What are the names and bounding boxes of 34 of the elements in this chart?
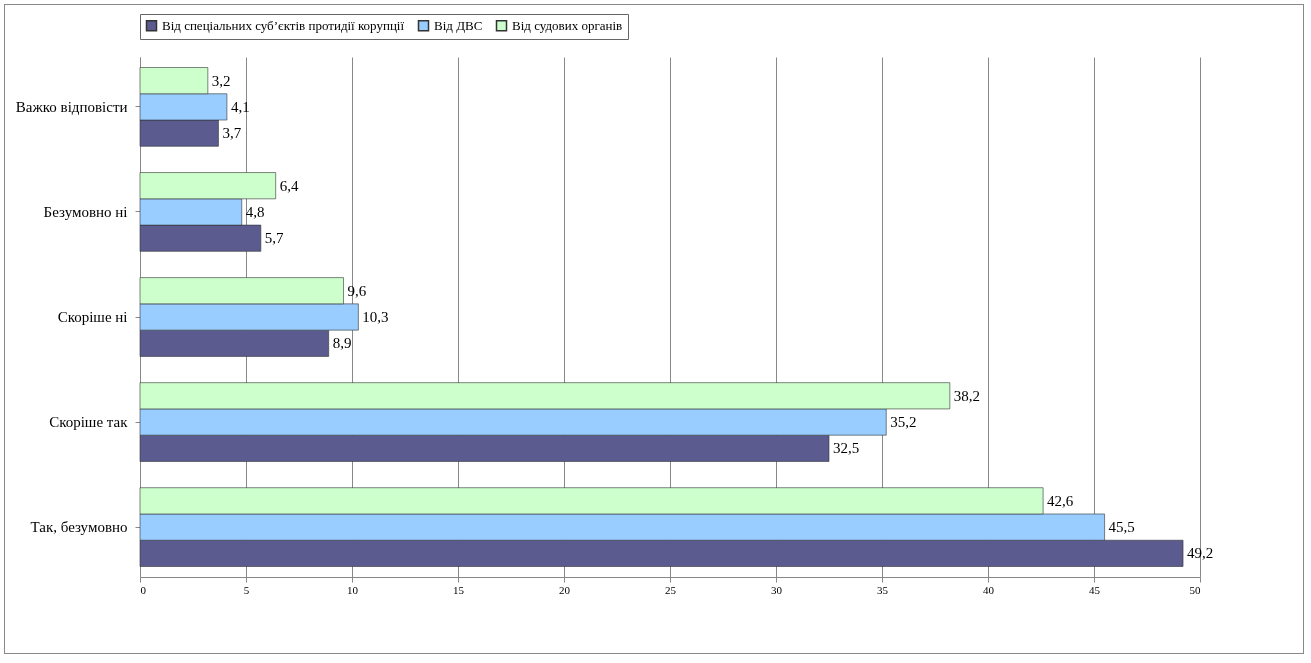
y-tick-label: Скоріше ні bbox=[57, 309, 128, 325]
x-tick-label: 35 bbox=[877, 583, 889, 596]
data-label: 3,2 bbox=[211, 72, 231, 89]
x-tick-label: 50 bbox=[1189, 583, 1201, 596]
data-label: 3,7 bbox=[222, 125, 242, 142]
x-tick-label: 25 bbox=[665, 583, 677, 596]
x-tick-label: 45 bbox=[1089, 583, 1101, 596]
y-tick-label: Безумовно ні bbox=[43, 203, 128, 220]
data-label: 8,9 bbox=[332, 335, 352, 352]
data-label: 38,2 bbox=[953, 387, 981, 404]
x-tick-label: 10 bbox=[347, 583, 359, 596]
data-label: 5,7 bbox=[264, 230, 285, 247]
data-label: 42,6 bbox=[1047, 492, 1074, 509]
data-label: 6,4 bbox=[279, 177, 299, 194]
x-tick-label: 0 bbox=[140, 583, 147, 596]
x-tick-label: 40 bbox=[983, 583, 995, 596]
legend-label: Від спеціальних суб’єктів протидії корупції bbox=[162, 17, 405, 33]
x-tick-label: 30 bbox=[771, 583, 783, 596]
y-tick-label: Так, безумовно bbox=[30, 519, 128, 536]
legend-label: Від ДВС bbox=[434, 17, 483, 33]
data-label: 32,5 bbox=[833, 440, 860, 457]
x-tick-label: 15 bbox=[453, 583, 465, 596]
data-label: 49,2 bbox=[1187, 545, 1214, 562]
y-tick-label: Важко відповісти bbox=[15, 98, 128, 115]
legend-label: Від судових органів bbox=[512, 17, 623, 33]
data-label: 35,2 bbox=[890, 414, 917, 431]
data-label: 10,3 bbox=[362, 309, 389, 325]
y-tick-label: Скоріше так bbox=[49, 414, 129, 431]
data-label: 4,1 bbox=[230, 98, 250, 115]
x-tick-label: 20 bbox=[559, 583, 571, 596]
data-label: 4,8 bbox=[245, 203, 265, 220]
x-tick-label: 5 bbox=[243, 583, 250, 596]
data-label: 9,6 bbox=[347, 282, 367, 299]
data-label: 45,5 bbox=[1108, 519, 1135, 536]
